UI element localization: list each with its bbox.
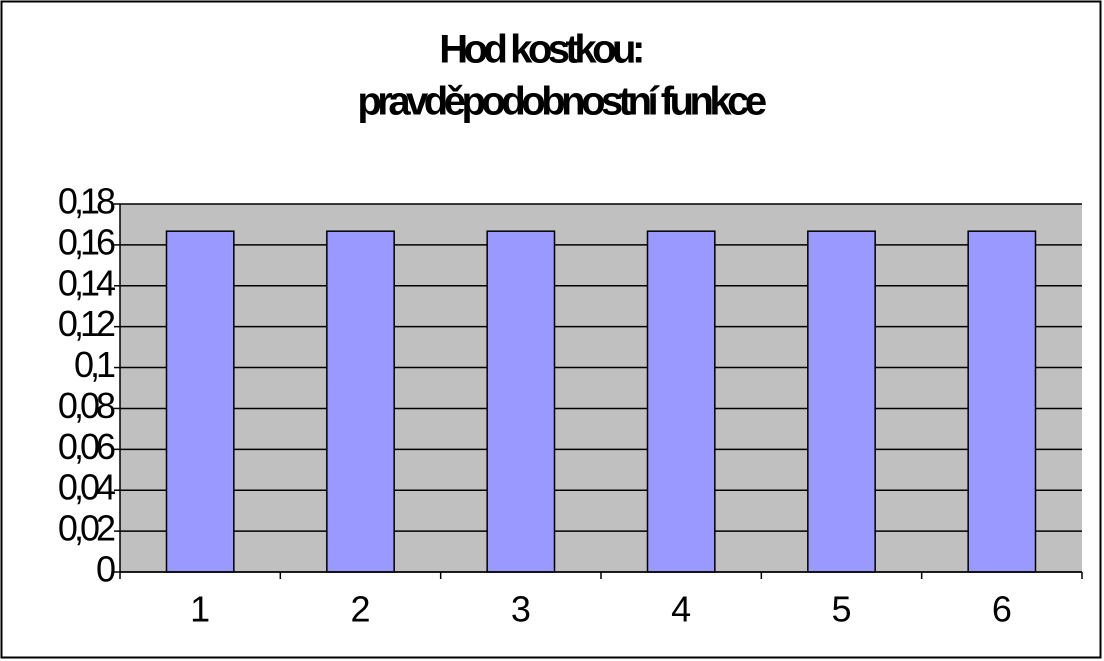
x-tick-label: 4 — [671, 589, 691, 630]
x-tick-label: 5 — [831, 589, 851, 630]
plot-area — [120, 204, 1082, 572]
bar — [967, 230, 1037, 573]
y-tick-label: 0,02 — [58, 508, 115, 549]
y-tick-label: 0,08 — [58, 385, 115, 426]
x-tick-label: 3 — [511, 589, 531, 630]
y-tick-label: 0,14 — [58, 262, 115, 303]
bar — [807, 230, 876, 573]
bar — [326, 230, 395, 573]
x-tick-label: 2 — [350, 589, 370, 630]
y-tick-label: 0,16 — [58, 221, 115, 262]
bar — [646, 230, 716, 573]
bar — [165, 230, 235, 573]
y-tick-label: 0,04 — [58, 467, 115, 508]
y-tick-label: 0,1 — [74, 344, 115, 385]
y-tick-label: 0,06 — [58, 426, 115, 467]
y-tick-label: 0,18 — [58, 181, 115, 222]
x-tick-label: 6 — [992, 589, 1012, 630]
y-tick-label: 0,12 — [58, 303, 115, 344]
bar — [486, 230, 556, 573]
chart-title: Hod kostkou: — [439, 28, 642, 72]
chart-title: pravděpodobnostní funkce — [357, 80, 766, 124]
x-tick-label: 1 — [190, 589, 210, 630]
